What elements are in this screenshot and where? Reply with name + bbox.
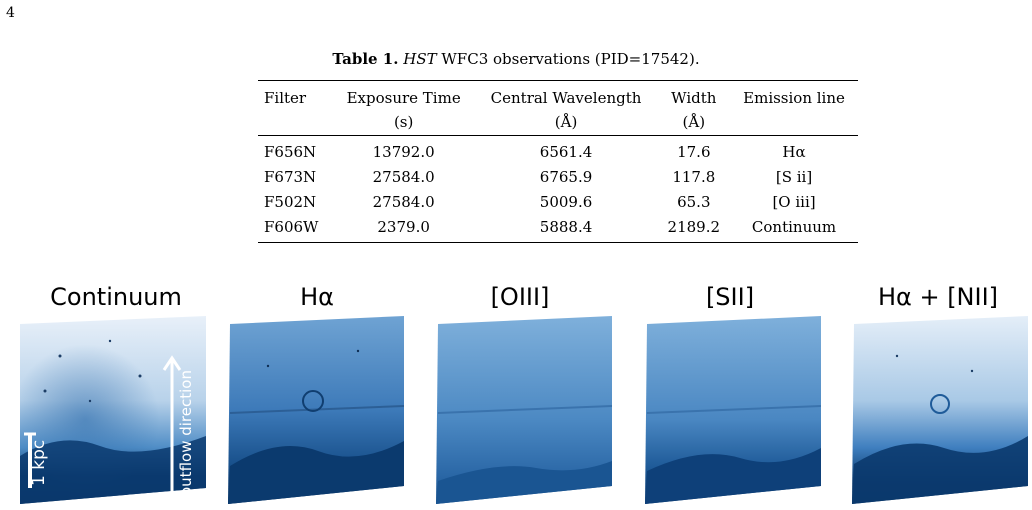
cell-width: 2189.2 (657, 214, 731, 243)
unit-emission-line (730, 110, 858, 136)
panel-title-halpha-nii: Hα + [NII] (877, 283, 999, 311)
cell-width: 17.6 (677, 142, 711, 161)
scale-bar-label: 1 kpc (29, 440, 49, 486)
panel-title-continuum: Continuum (50, 283, 182, 311)
table-row: F656N 13792.0 6561.4 17.6 Hα (258, 136, 858, 165)
cell-exposure-time: 13792.0 (372, 142, 435, 161)
cell-exposure-time: 2379.0 (332, 214, 475, 243)
panel-image-continuum: 1 kpc outflow direction (20, 316, 206, 504)
table-row: F673N 27584.0 6765.9 117.8 [S ii] (258, 164, 858, 189)
cell-width: 117.8 (672, 167, 716, 186)
panel-image-sii (645, 316, 821, 504)
header-width: Width (657, 80, 731, 110)
table-row: F502N 27584.0 5009.6 65.3 [O iii] (258, 189, 858, 214)
table-caption-text: WFC3 observations (PID=17542). (441, 50, 700, 68)
cell-width: 65.3 (677, 192, 711, 211)
table-row: F606W 2379.0 5888.4 2189.2 Continuum (258, 214, 858, 243)
cell-filter: F673N (264, 167, 317, 186)
table-header-row: Filter Exposure Time Central Wavelength … (258, 80, 858, 110)
cell-filter: F656N (264, 142, 317, 161)
panel-image-halpha-nii (852, 316, 1028, 504)
panel-image-halpha (228, 316, 404, 504)
cell-central-wavelength: 6561.4 (539, 142, 593, 161)
cell-central-wavelength: 5009.6 (539, 192, 593, 211)
panel-title-sii: [SII] (705, 283, 755, 311)
cell-emission-line: [S ii] (775, 167, 813, 186)
panel-title-oiii: [OIII] (490, 283, 550, 311)
header-filter: Filter (258, 80, 333, 110)
panel-image-oiii (436, 316, 612, 504)
cell-central-wavelength: 5888.4 (474, 214, 658, 243)
outflow-arrow-label: outflow direction (177, 370, 195, 496)
unit-width: (Å) (657, 110, 731, 136)
unit-filter (258, 110, 333, 136)
table-units-row: (s) (Å) (Å) (258, 110, 858, 136)
table-caption-label: Table 1. (332, 50, 399, 68)
header-emission-line: Emission line (730, 80, 858, 110)
unit-exposure-time: (s) (332, 110, 475, 136)
cell-emission-line: Continuum (730, 214, 858, 243)
panel-title-halpha: Hα (300, 283, 334, 311)
header-exposure-time: Exposure Time (332, 80, 475, 110)
cell-central-wavelength: 6765.9 (539, 167, 593, 186)
cell-emission-line: Hα (782, 142, 806, 161)
cell-emission-line: [O iii] (772, 192, 816, 211)
table-caption: Table 1. HST WFC3 observations (PID=1754… (0, 50, 1032, 68)
cell-exposure-time: 27584.0 (372, 167, 435, 186)
unit-central-wavelength: (Å) (474, 110, 658, 136)
table-caption-italic: HST (403, 50, 437, 68)
cell-filter: F606W (258, 214, 333, 243)
observations-table: Filter Exposure Time Central Wavelength … (258, 80, 858, 243)
cell-filter: F502N (264, 192, 317, 211)
cell-exposure-time: 27584.0 (372, 192, 435, 211)
page-number: 4 (6, 5, 15, 21)
header-central-wavelength: Central Wavelength (474, 80, 658, 110)
